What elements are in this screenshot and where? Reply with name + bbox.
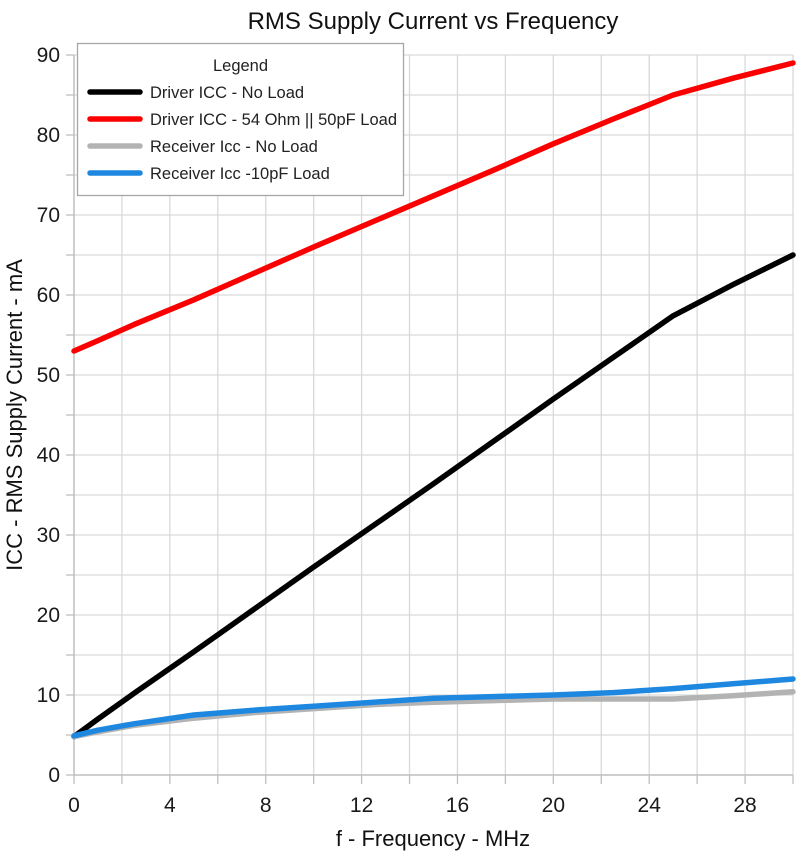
legend-label: Driver ICC - No Load	[150, 84, 304, 102]
legend-label: Driver ICC - 54 Ohm || 50pF Load	[150, 111, 397, 129]
legend-title: Legend	[213, 57, 268, 75]
y-tick-label: 10	[37, 684, 60, 707]
x-tick-label: 28	[733, 794, 756, 817]
x-tick-label: 12	[350, 794, 373, 817]
x-axis-title: f - Frequency - MHz	[336, 826, 530, 851]
legend-box: Legend Driver ICC - No Load Driver ICC - 5…	[76, 42, 405, 197]
y-tick-label: 70	[37, 204, 60, 227]
x-tick-label: 8	[260, 794, 272, 817]
data-series	[71, 60, 796, 740]
y-tick-label: 0	[48, 764, 60, 787]
legend-label: Receiver Icc -10pF Load	[150, 165, 330, 183]
tick-marks	[66, 54, 794, 784]
y-tick-label: 20	[37, 604, 60, 627]
x-tick-label: 0	[68, 794, 80, 817]
y-tick-label: 40	[37, 444, 60, 467]
x-tick-label: 16	[446, 794, 469, 817]
y-tick-label: 50	[37, 364, 60, 387]
y-tick-label: 30	[37, 524, 60, 547]
legend-label: Receiver Icc - No Load	[150, 138, 318, 156]
x-tick-label: 20	[542, 794, 565, 817]
series-line-1	[71, 60, 796, 354]
y-axis-title: ICC - RMS Supply Current - mA	[2, 259, 27, 571]
chart-title: RMS Supply Current vs Frequency	[248, 8, 619, 35]
y-tick-label: 60	[37, 284, 60, 307]
x-tick-label: 24	[638, 794, 662, 817]
y-tick-label: 80	[37, 124, 60, 147]
tick-labels: 0 4 8 12 16 20 24 28 0 10 20 30 40 50 60 70 80 90	[37, 44, 757, 817]
series-line-3	[71, 676, 796, 739]
series-line-0	[71, 252, 796, 740]
x-tick-label: 4	[164, 794, 176, 817]
y-tick-label: 90	[37, 44, 60, 67]
